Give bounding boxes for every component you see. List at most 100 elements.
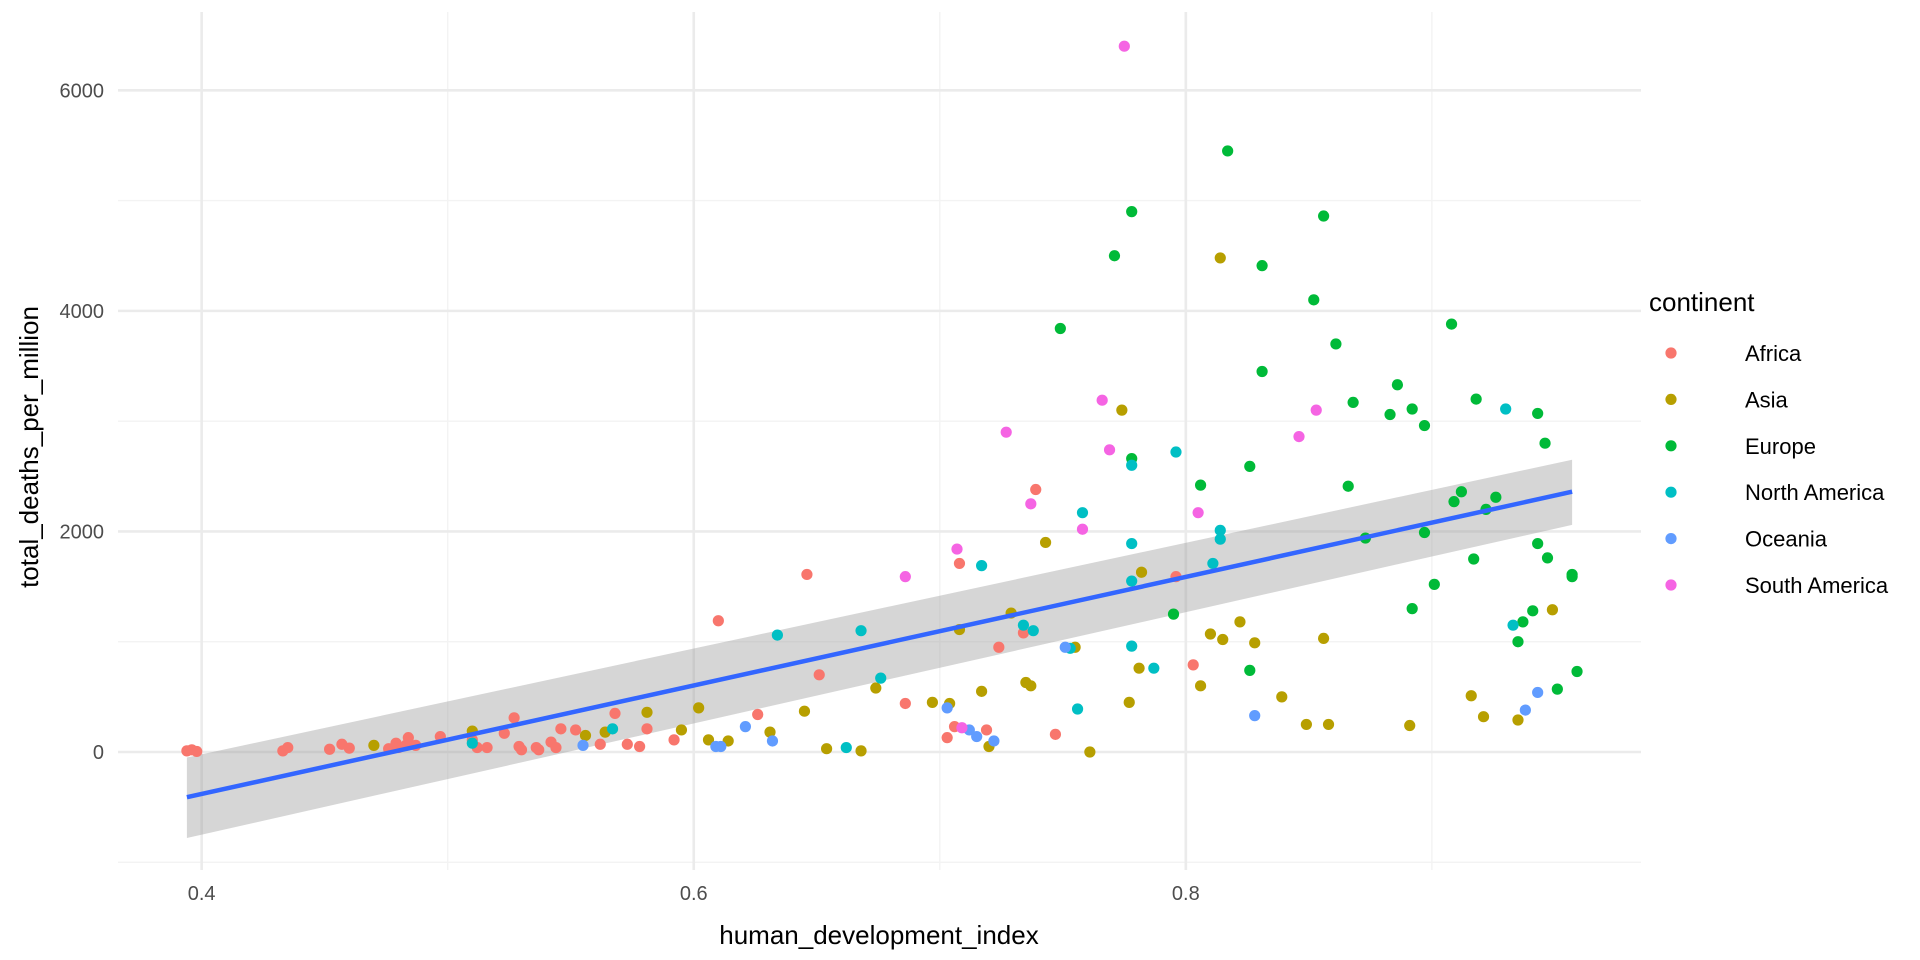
series-north-america <box>466 403 1519 754</box>
data-point <box>1448 496 1460 508</box>
data-point <box>668 734 680 746</box>
x-tick-label: 0.4 <box>188 883 216 905</box>
data-point <box>555 723 567 735</box>
data-point <box>1500 403 1512 415</box>
data-point <box>702 734 715 746</box>
data-point <box>1204 628 1217 640</box>
data-point <box>1222 145 1234 157</box>
data-point <box>1017 627 1030 639</box>
x-tick-label: 0.8 <box>1172 883 1200 905</box>
data-point <box>675 724 688 736</box>
data-point <box>1103 444 1116 456</box>
data-point <box>1017 619 1030 631</box>
data-point <box>1025 498 1037 510</box>
legend-label: North America <box>1745 480 1885 505</box>
data-point <box>976 685 988 697</box>
data-point <box>1000 426 1012 438</box>
data-point <box>1059 641 1071 653</box>
data-point <box>1118 40 1130 52</box>
data-point <box>515 744 528 756</box>
data-point <box>1551 683 1563 695</box>
series-south-america <box>899 40 1322 734</box>
data-point <box>993 641 1005 653</box>
confidence-ribbon <box>186 459 1573 839</box>
data-point <box>1470 393 1482 405</box>
regression-line <box>186 489 1573 800</box>
legend-label: Oceania <box>1745 527 1828 552</box>
data-point <box>1214 524 1226 536</box>
data-point <box>1418 526 1431 539</box>
data-point <box>899 697 911 710</box>
data-point <box>1192 507 1204 519</box>
legend-label: Europe <box>1745 434 1816 459</box>
data-point <box>570 724 582 736</box>
data-point <box>1049 728 1062 740</box>
data-point <box>1126 206 1138 218</box>
series-oceania <box>577 641 1544 753</box>
data-point <box>1187 659 1199 671</box>
grid <box>118 12 1641 870</box>
data-point <box>1512 714 1524 726</box>
legend-title: continent <box>1649 287 1755 317</box>
data-point <box>1428 578 1440 590</box>
data-point <box>1517 616 1529 628</box>
data-point <box>1300 718 1312 731</box>
data-point <box>1027 625 1039 637</box>
data-point <box>579 729 592 742</box>
data-point <box>1532 407 1544 420</box>
data-point <box>988 735 1000 747</box>
data-point <box>870 682 882 694</box>
data-point <box>1532 537 1544 550</box>
data-point <box>533 744 545 756</box>
confidence-ribbon-layer <box>186 459 1573 839</box>
y-tick-label: 2000 <box>60 521 105 543</box>
data-point <box>1244 664 1256 676</box>
data-point <box>1465 690 1477 702</box>
data-point <box>1148 662 1160 674</box>
data-point <box>191 745 203 758</box>
data-point <box>1507 619 1519 631</box>
data-point <box>1194 479 1207 491</box>
data-point <box>798 705 811 717</box>
data-point <box>1025 680 1037 692</box>
data-point <box>1527 605 1539 617</box>
data-point <box>1071 703 1084 715</box>
data-point <box>1468 553 1480 565</box>
data-point <box>1404 719 1416 732</box>
data-point <box>941 732 953 744</box>
data-point <box>715 740 727 753</box>
data-point <box>1455 486 1467 498</box>
data-point <box>1330 338 1342 350</box>
data-point <box>1322 718 1335 731</box>
data-point <box>739 721 752 733</box>
data-point <box>1519 704 1531 716</box>
legend-label: South America <box>1745 573 1889 598</box>
data-point <box>1347 396 1359 409</box>
data-point <box>771 629 783 641</box>
data-point <box>855 745 867 757</box>
data-point <box>1133 662 1145 674</box>
data-point <box>1126 459 1138 471</box>
data-point <box>971 730 983 743</box>
data-point <box>1167 608 1180 620</box>
data-point <box>634 740 646 753</box>
data-point <box>941 702 953 714</box>
legend-label: Asia <box>1745 387 1789 412</box>
data-point <box>813 669 825 681</box>
y-tick-label: 0 <box>93 742 104 764</box>
data-point <box>1108 250 1121 262</box>
data-point <box>1249 637 1261 649</box>
data-point <box>621 738 633 750</box>
data-point <box>550 741 562 754</box>
y-tick-label: 4000 <box>60 301 105 323</box>
legend-key <box>1665 533 1677 545</box>
data-point <box>508 712 520 724</box>
x-tick-label: 0.6 <box>680 883 708 905</box>
data-point <box>1244 460 1256 472</box>
data-point <box>1318 632 1330 645</box>
data-point <box>1293 430 1305 443</box>
data-point <box>1384 408 1396 421</box>
legend-key <box>1665 486 1677 498</box>
data-point <box>951 543 963 555</box>
